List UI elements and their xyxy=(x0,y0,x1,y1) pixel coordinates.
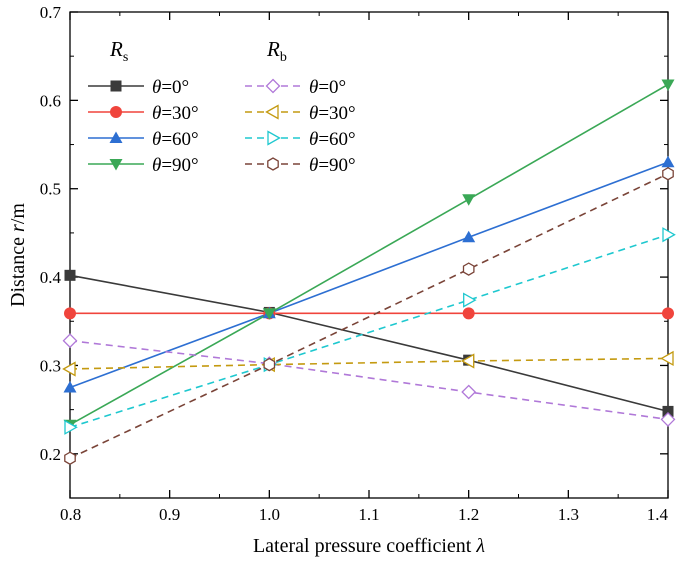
data-point xyxy=(263,357,276,372)
x-tick-label: 0.8 xyxy=(60,505,81,524)
legend-swatch-marker xyxy=(267,130,281,146)
legend-swatch-marker xyxy=(110,80,122,92)
x-tick-label: 1.4 xyxy=(647,505,669,524)
data-point xyxy=(64,269,76,281)
data-point xyxy=(461,384,477,400)
data-point xyxy=(462,194,476,206)
series-line-rs-2 xyxy=(69,161,669,389)
legend-swatch-marker xyxy=(267,157,279,171)
y-axis-ticks: 0.2 0.3 0.4 0.5 0.6 0.7 xyxy=(40,3,668,499)
legend-label: θ=0° xyxy=(309,77,346,98)
x-axis-title: Lateral pressure coefficient λ xyxy=(253,535,485,557)
x-axis-ticks: 0.8 0.9 1.0 1.1 1.2 1.3 1.4 xyxy=(60,12,669,524)
data-point xyxy=(63,381,77,393)
series-line-rs-3 xyxy=(69,83,669,426)
y-tick-label: 0.7 xyxy=(40,3,62,22)
y-tick-label: 0.5 xyxy=(40,180,61,199)
series-markers xyxy=(62,79,676,465)
y-tick-label: 0.6 xyxy=(40,91,61,110)
legend-label: θ=30° xyxy=(309,103,356,124)
data-point xyxy=(662,405,674,417)
y-tick-label: 0.4 xyxy=(40,268,62,287)
legend: Rs Rb θ=0° θ=30° θ=60° θ=90° θ=0° θ=30° θ=60° θ=9… xyxy=(88,37,356,176)
data-point xyxy=(662,166,674,181)
data-point xyxy=(660,350,674,367)
data-point xyxy=(661,79,675,91)
legend-swatch-marker xyxy=(109,131,123,143)
series-line-rs-0 xyxy=(69,274,669,413)
data-point xyxy=(462,307,475,320)
legend-label: θ=90° xyxy=(309,155,356,176)
data-point xyxy=(64,419,78,435)
x-tick-label: 1.0 xyxy=(259,505,280,524)
data-point xyxy=(460,353,475,369)
data-point xyxy=(462,262,475,276)
legend-label: θ=30° xyxy=(152,103,199,124)
legend-swatch-marker xyxy=(265,104,279,120)
x-tick-label: 1.1 xyxy=(358,505,379,524)
series-line-rb-6 xyxy=(69,233,669,429)
legend-label: θ=0° xyxy=(152,77,189,98)
series-lines xyxy=(69,83,669,459)
legend-label: θ=90° xyxy=(152,155,199,176)
data-point xyxy=(64,451,76,465)
series-line-rb-4 xyxy=(69,339,669,421)
data-point xyxy=(462,230,476,243)
legend-group-header: Rs xyxy=(109,37,128,65)
legend-swatch-marker xyxy=(110,106,122,118)
data-point xyxy=(660,411,676,427)
legend-label: θ=60° xyxy=(152,129,199,150)
data-point xyxy=(262,308,276,320)
data-point xyxy=(661,155,675,168)
series-line-rb-7 xyxy=(69,172,669,459)
data-point xyxy=(62,361,76,377)
data-point xyxy=(662,227,676,243)
y-tick-label: 0.3 xyxy=(40,356,61,375)
legend-swatch-marker xyxy=(265,78,281,94)
y-tick-label: 0.2 xyxy=(40,445,61,464)
legend-group-header: Rb xyxy=(266,37,287,65)
data-point xyxy=(62,333,78,349)
legend-label: θ=60° xyxy=(309,129,356,150)
x-tick-label: 1.2 xyxy=(458,505,479,524)
data-point xyxy=(64,307,76,320)
x-tick-label: 0.9 xyxy=(159,505,180,524)
data-point xyxy=(662,307,674,320)
x-tick-label: 1.3 xyxy=(558,505,579,524)
series-line-rb-5 xyxy=(69,357,669,370)
legend-swatch-marker xyxy=(109,159,123,171)
y-axis-title: Distance r/m xyxy=(7,203,29,307)
data-point xyxy=(463,292,477,308)
